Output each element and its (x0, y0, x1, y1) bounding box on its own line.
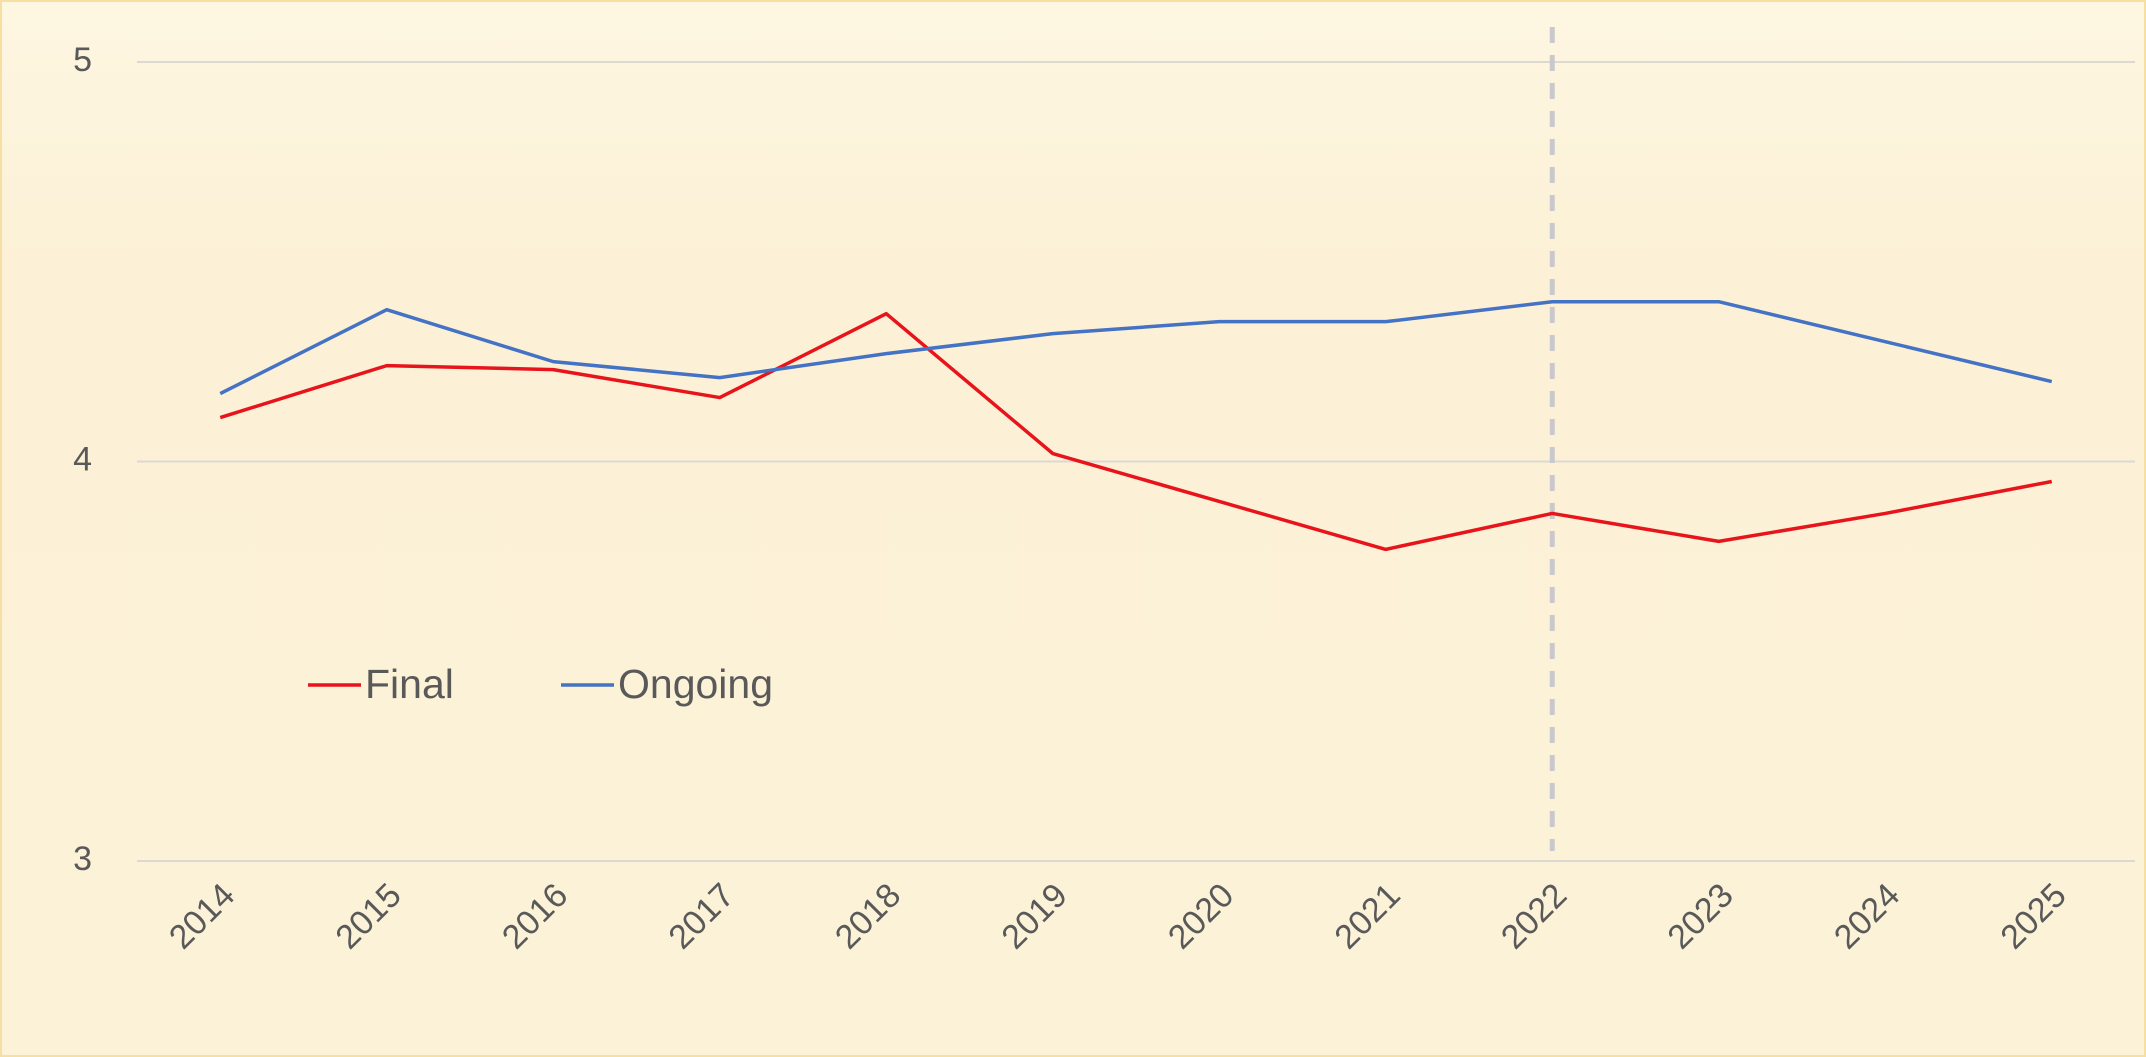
legend-label: Ongoing (618, 661, 773, 707)
y-tick-label: 5 (73, 41, 92, 79)
series-line (219, 299, 2053, 396)
y-tick-label: 3 (73, 840, 92, 878)
series-line (219, 311, 2053, 552)
legend-label: Final (365, 661, 454, 707)
y-tick-label: 4 (73, 440, 92, 478)
